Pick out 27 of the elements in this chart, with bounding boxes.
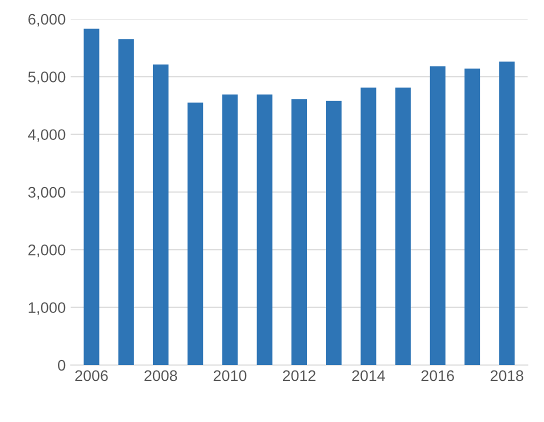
x-tick-label: 2006 [75,370,108,382]
x-tick-label: 2014 [352,370,385,382]
y-tick-label: 1,000 [28,302,66,315]
bar [84,28,100,366]
bar [118,39,134,366]
bar [464,68,480,366]
bar [291,99,307,366]
bar [499,62,515,366]
bar [152,64,169,366]
x-tick-label: 2012 [282,370,316,382]
bar [395,88,411,366]
y-tick-label: 6,000 [28,14,66,26]
y-tick-label: 4,000 [28,129,66,142]
x-tick-label: 2016 [421,370,454,382]
bar [360,88,376,366]
bar [256,94,272,366]
bar [326,100,342,366]
bar [222,94,238,366]
bar [430,66,446,366]
x-tick-label: 2008 [144,370,178,382]
y-tick-label: 2,000 [28,244,66,258]
y-tick-label: 3,000 [28,186,66,200]
y-tick-label: 5,000 [28,72,66,84]
x-tick-label: 2018 [490,370,524,382]
y-tick-label: 0 [58,360,66,371]
bar [188,102,204,366]
x-tick-label: 2010 [214,370,246,382]
